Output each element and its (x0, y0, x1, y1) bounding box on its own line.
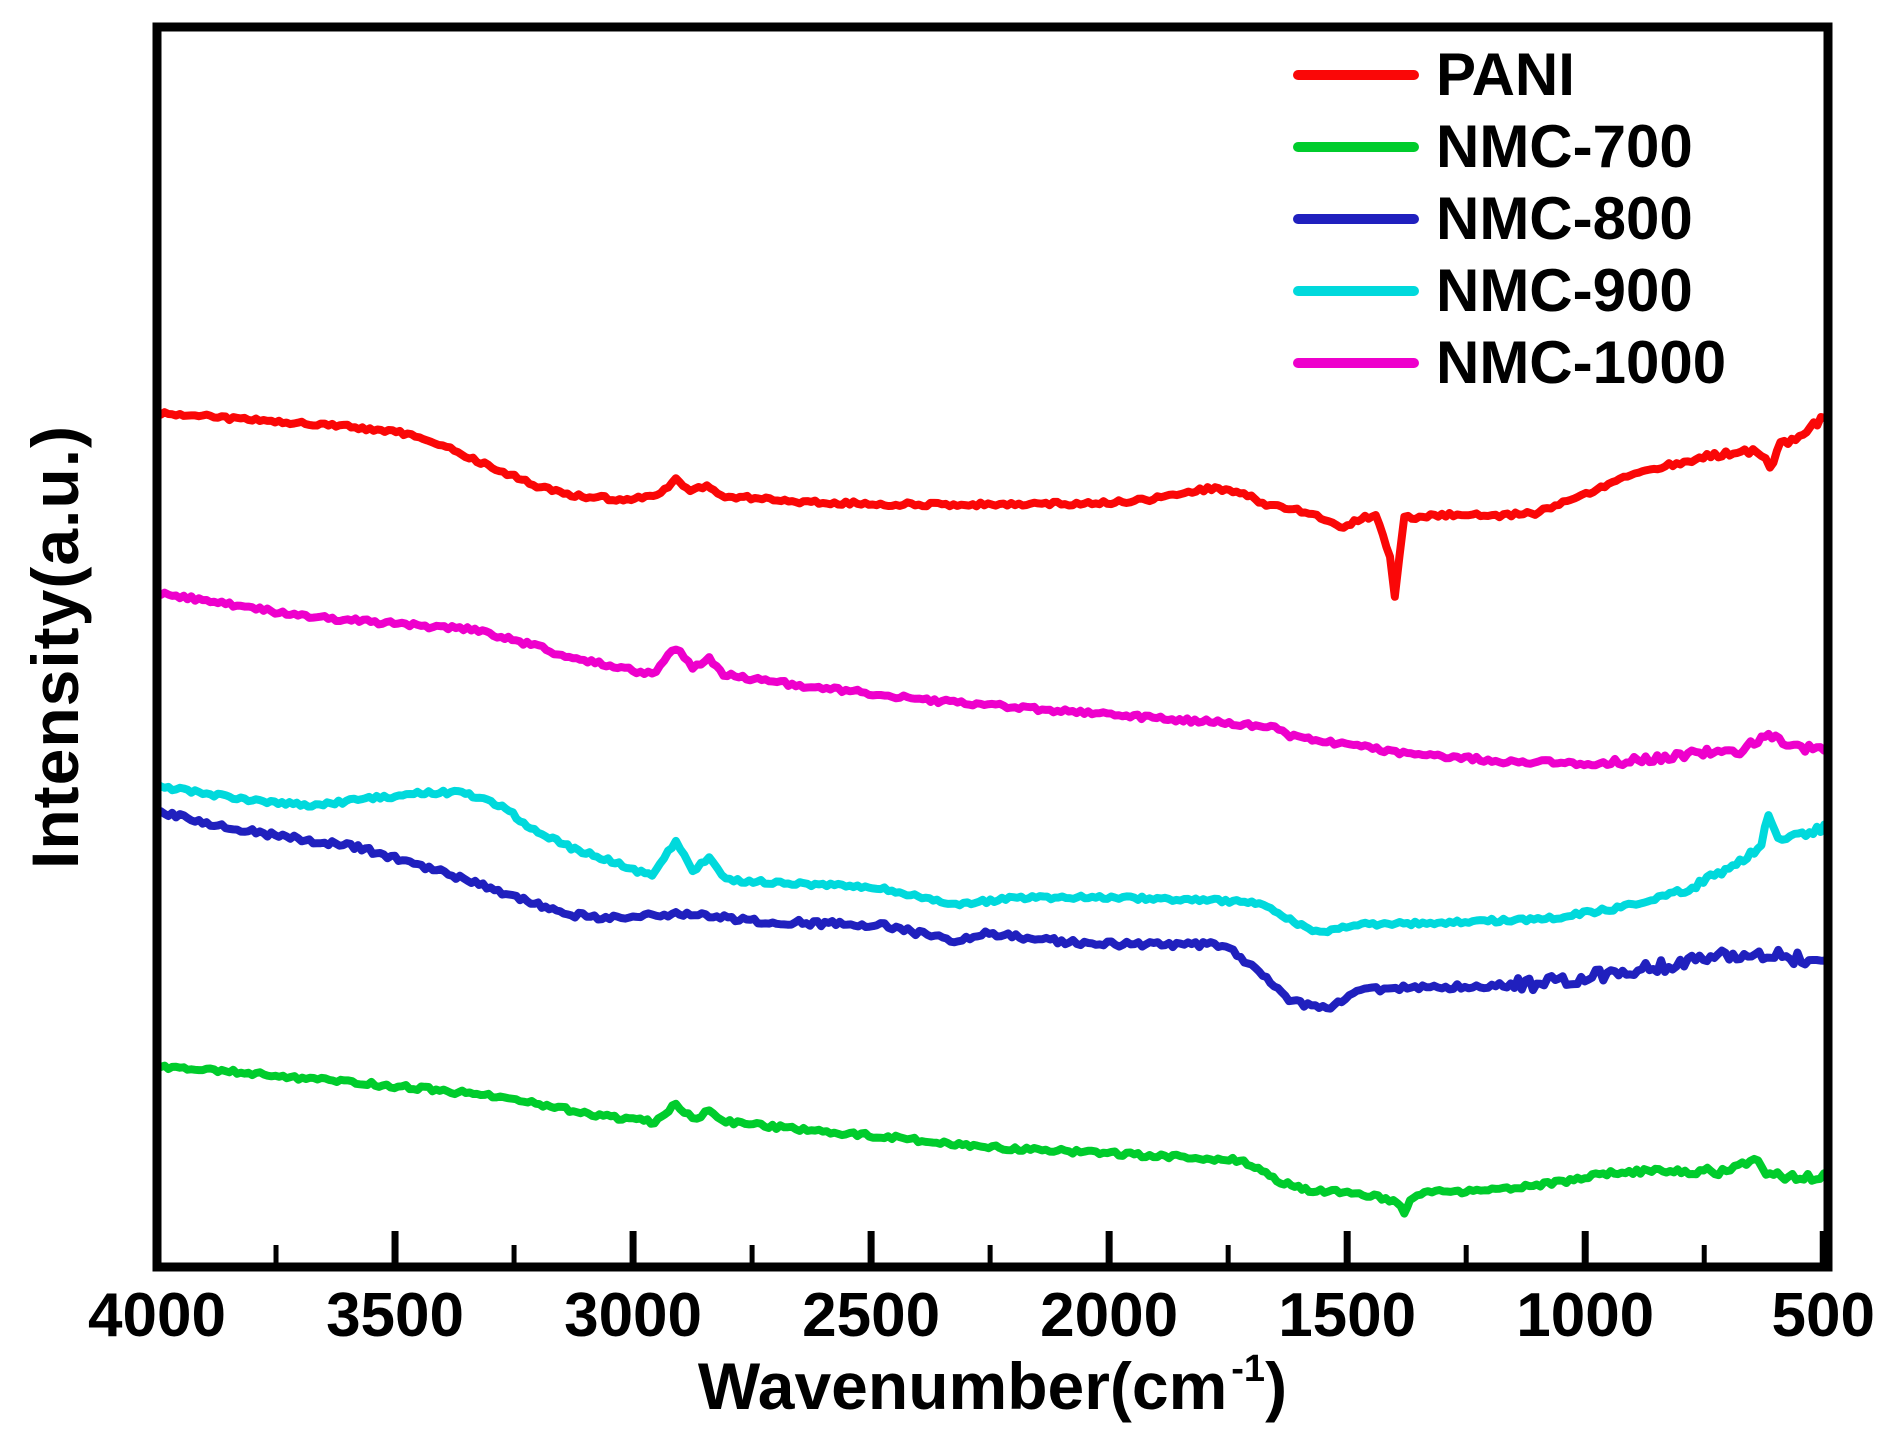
legend-item: NMC-900 (1293, 255, 1726, 327)
curve-nmc-700 (153, 1061, 1832, 1218)
x-axis-title-main: Wavenumber(cm (697, 1349, 1228, 1423)
x-tick-label: 1000 (1516, 1281, 1655, 1350)
x-tick-label: 500 (1771, 1281, 1875, 1350)
x-axis-title-superscript: -1 (1231, 1348, 1266, 1390)
x-tick-label: 2000 (1040, 1281, 1179, 1350)
legend-swatch (1293, 214, 1419, 224)
x-tick-label: 2500 (802, 1281, 941, 1350)
curve-pani (153, 408, 1832, 601)
x-axis-title-close: ) (1265, 1349, 1288, 1423)
curve-nmc-800 (153, 807, 1832, 1013)
x-axis-title: Wavenumber(cm -1) (157, 1348, 1828, 1424)
legend-label: PANI (1436, 41, 1575, 108)
plot-frame (152, 22, 1833, 1272)
x-tick-labels: 4000 3500 3000 2500 2000 1500 1000 500 (0, 1280, 1883, 1350)
curve-nmc-900 (153, 780, 1832, 937)
curve-nmc-1000 (153, 588, 1832, 770)
x-tick-label: 3000 (564, 1281, 703, 1350)
x-tick-label: 3500 (326, 1281, 464, 1350)
legend-item: NMC-700 (1293, 111, 1726, 183)
legend-item: NMC-800 (1293, 183, 1726, 255)
y-axis-title: Intensity(a.u.) (0, 27, 110, 1267)
spectra-curves (153, 408, 1832, 1218)
legend-label: NMC-1000 (1436, 329, 1727, 396)
legend-swatch (1293, 142, 1419, 152)
x-tick-label: 1500 (1278, 1281, 1417, 1350)
x-axis-ticks (273, 1231, 1827, 1263)
x-tick-label: 4000 (88, 1281, 226, 1350)
legend-label: NMC-900 (1436, 257, 1693, 324)
legend-item: PANI (1293, 39, 1726, 111)
legend: PANI NMC-700 NMC-800 NMC-900 NMC-1000 (1293, 39, 1726, 399)
legend-item: NMC-1000 (1293, 327, 1726, 399)
legend-swatch (1293, 70, 1419, 80)
legend-swatch (1293, 286, 1419, 296)
legend-swatch (1293, 358, 1419, 368)
legend-label: NMC-700 (1436, 113, 1693, 180)
legend-label: NMC-800 (1436, 185, 1693, 252)
y-axis-title-text: Intensity(a.u.) (18, 424, 93, 870)
